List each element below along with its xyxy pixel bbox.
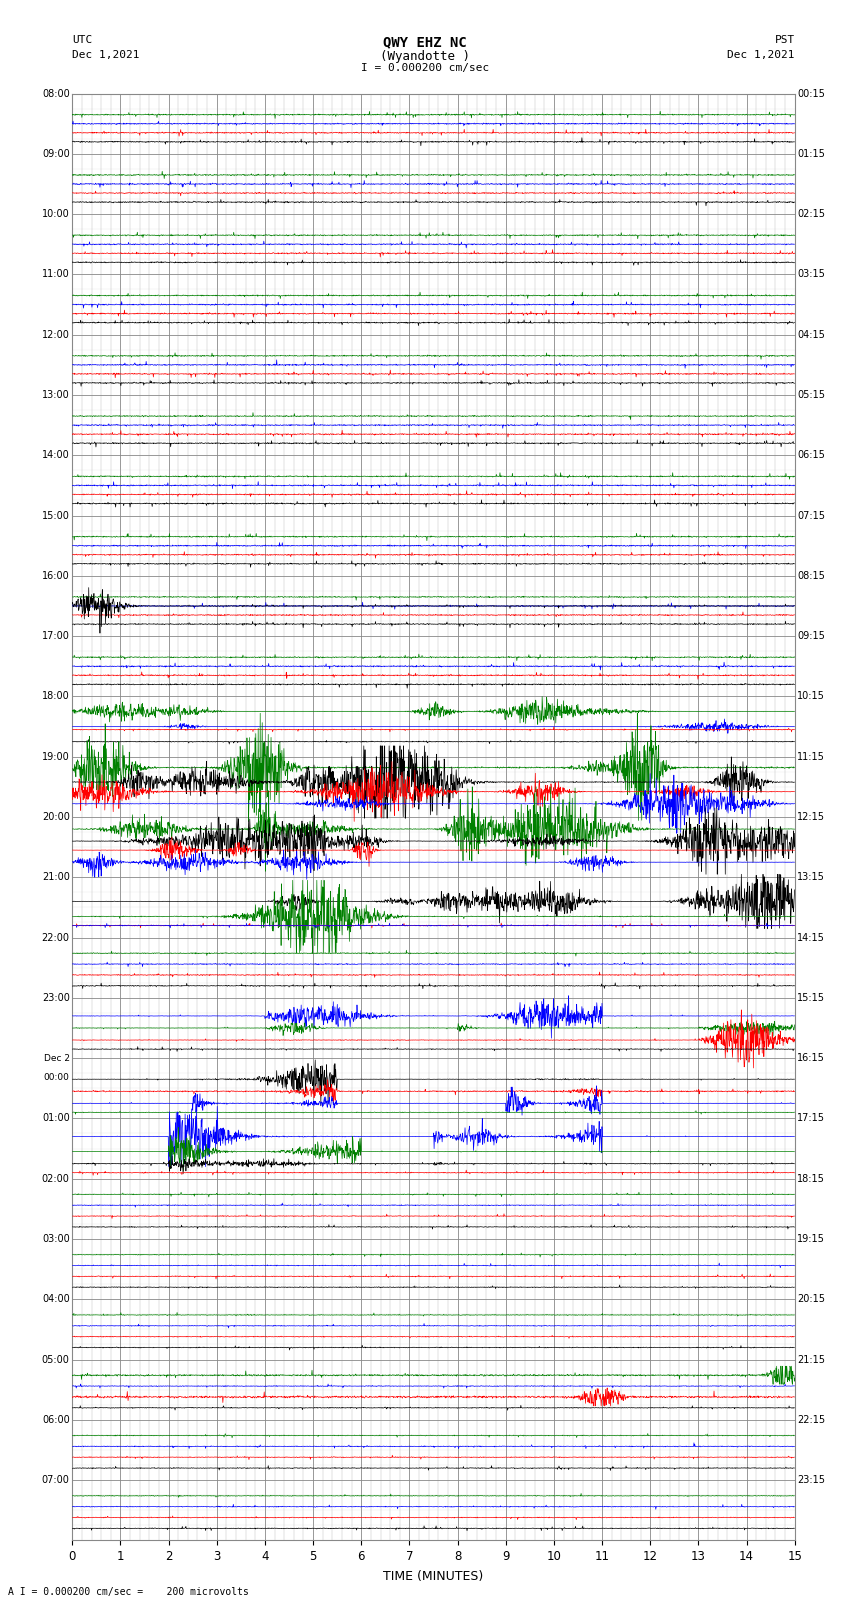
Text: 09:15: 09:15 <box>797 631 825 640</box>
Text: 00:15: 00:15 <box>797 89 825 98</box>
Text: 16:15: 16:15 <box>797 1053 825 1063</box>
Text: 08:00: 08:00 <box>42 89 70 98</box>
Text: 15:00: 15:00 <box>42 511 70 521</box>
Text: 01:00: 01:00 <box>42 1113 70 1123</box>
Text: Dec 2: Dec 2 <box>43 1053 70 1063</box>
Text: 04:15: 04:15 <box>797 329 825 340</box>
Text: 05:00: 05:00 <box>42 1355 70 1365</box>
Text: 10:00: 10:00 <box>42 210 70 219</box>
Text: 21:00: 21:00 <box>42 873 70 882</box>
Text: 10:15: 10:15 <box>797 692 825 702</box>
Text: 02:00: 02:00 <box>42 1174 70 1184</box>
Text: 22:15: 22:15 <box>797 1415 825 1424</box>
Text: QWY EHZ NC: QWY EHZ NC <box>383 35 467 50</box>
Text: 22:00: 22:00 <box>42 932 70 942</box>
Text: 23:15: 23:15 <box>797 1476 825 1486</box>
Text: 19:00: 19:00 <box>42 752 70 761</box>
Text: Dec 1,2021: Dec 1,2021 <box>72 50 139 60</box>
Text: Dec 1,2021: Dec 1,2021 <box>728 50 795 60</box>
Text: 17:00: 17:00 <box>42 631 70 640</box>
Text: 11:15: 11:15 <box>797 752 825 761</box>
Text: 18:15: 18:15 <box>797 1174 825 1184</box>
Text: 06:00: 06:00 <box>42 1415 70 1424</box>
Text: 12:15: 12:15 <box>797 811 825 823</box>
Text: 13:00: 13:00 <box>42 390 70 400</box>
Text: UTC: UTC <box>72 35 93 45</box>
Text: 06:15: 06:15 <box>797 450 825 460</box>
X-axis label: TIME (MINUTES): TIME (MINUTES) <box>383 1569 484 1582</box>
Text: 17:15: 17:15 <box>797 1113 825 1123</box>
Text: 01:15: 01:15 <box>797 148 825 158</box>
Text: 08:15: 08:15 <box>797 571 825 581</box>
Text: 02:15: 02:15 <box>797 210 825 219</box>
Text: 21:15: 21:15 <box>797 1355 825 1365</box>
Text: 18:00: 18:00 <box>42 692 70 702</box>
Text: PST: PST <box>774 35 795 45</box>
Text: 13:15: 13:15 <box>797 873 825 882</box>
Text: (Wyandotte ): (Wyandotte ) <box>380 50 470 63</box>
Text: 23:00: 23:00 <box>42 994 70 1003</box>
Text: 03:15: 03:15 <box>797 269 825 279</box>
Text: 03:00: 03:00 <box>42 1234 70 1244</box>
Text: 19:15: 19:15 <box>797 1234 825 1244</box>
Text: 09:00: 09:00 <box>42 148 70 158</box>
Text: 12:00: 12:00 <box>42 329 70 340</box>
Text: 11:00: 11:00 <box>42 269 70 279</box>
Text: 20:15: 20:15 <box>797 1294 825 1305</box>
Text: 05:15: 05:15 <box>797 390 825 400</box>
Text: 14:00: 14:00 <box>42 450 70 460</box>
Text: 07:15: 07:15 <box>797 511 825 521</box>
Text: 15:15: 15:15 <box>797 994 825 1003</box>
Text: 14:15: 14:15 <box>797 932 825 942</box>
Text: 07:00: 07:00 <box>42 1476 70 1486</box>
Text: 20:00: 20:00 <box>42 811 70 823</box>
Text: A I = 0.000200 cm/sec =    200 microvolts: A I = 0.000200 cm/sec = 200 microvolts <box>8 1587 249 1597</box>
Text: 00:00: 00:00 <box>44 1073 70 1082</box>
Text: 16:00: 16:00 <box>42 571 70 581</box>
Text: I = 0.000200 cm/sec: I = 0.000200 cm/sec <box>361 63 489 73</box>
Text: 04:00: 04:00 <box>42 1294 70 1305</box>
